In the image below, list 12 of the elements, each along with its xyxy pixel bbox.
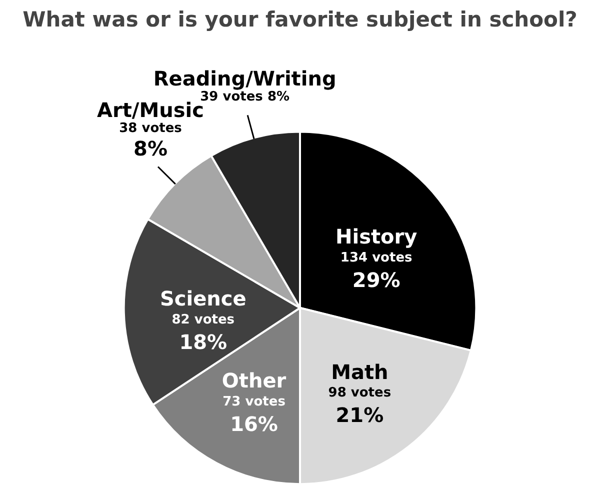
- slice-label: Reading/Writing: [153, 66, 336, 91]
- data-label: 73 votes 16%: [222, 394, 286, 436]
- data-label: 82 votes 18%: [172, 312, 235, 354]
- data-label: 38 votes 8%: [119, 120, 182, 161]
- slice-label: Science: [160, 286, 246, 311]
- slice-label: Other: [222, 368, 286, 393]
- data-label: 39 votes 8%: [200, 89, 290, 104]
- chart-title: What was or is your favorite subject in school?: [22, 8, 578, 32]
- data-label: 98 votes 21%: [328, 386, 392, 428]
- data-label: 134 votes 29%: [340, 250, 413, 292]
- slice-label: Math: [331, 360, 388, 384]
- slice-label: History: [335, 224, 418, 249]
